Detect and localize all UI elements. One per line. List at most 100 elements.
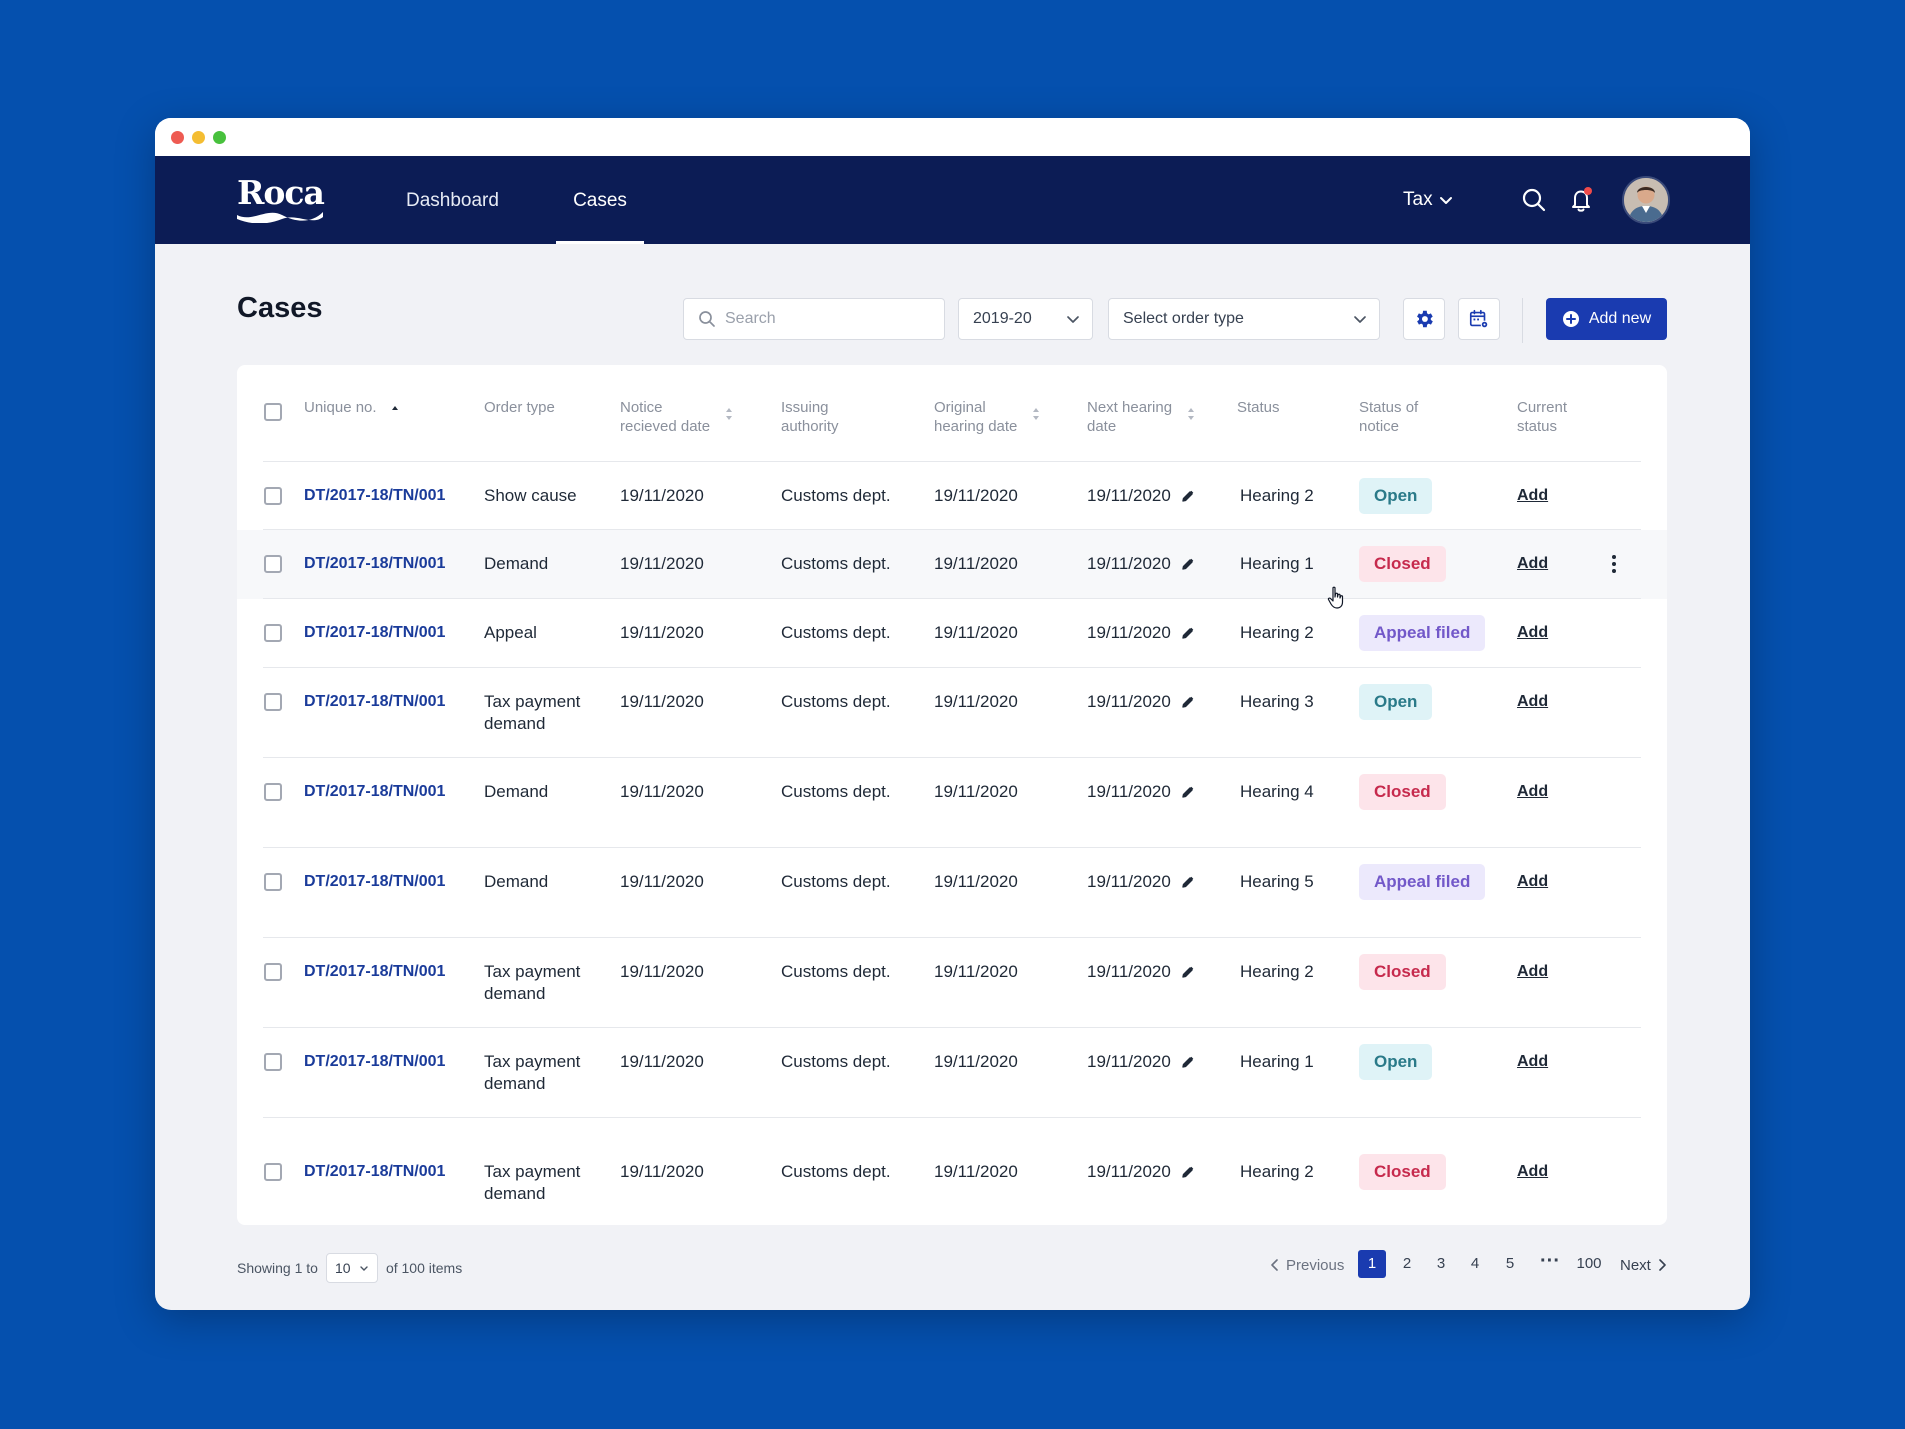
edit-icon[interactable] [1182,1166,1194,1178]
status-cell: Hearing 2 [1240,1162,1314,1181]
order-type-cell: Appeal [484,623,537,642]
row-checkbox[interactable] [264,487,282,505]
next-page-button[interactable]: Next [1620,1250,1667,1280]
edit-icon[interactable] [1182,966,1194,978]
page-100-button[interactable]: 100 [1576,1255,1602,1272]
table-row[interactable]: DT/2017-18/TN/001 Tax payment demand 19/… [237,938,1667,1028]
case-id-link[interactable]: DT/2017-18/TN/001 [304,624,446,641]
case-id-link[interactable]: DT/2017-18/TN/001 [304,1053,446,1070]
edit-icon[interactable] [1182,786,1194,798]
add-status-link[interactable]: Add [1517,624,1549,641]
edit-icon[interactable] [1182,1056,1194,1068]
next-date-value: 19/11/2020 [1087,623,1171,642]
edit-icon[interactable] [1182,558,1194,570]
calendar-settings-button[interactable] [1458,298,1500,340]
table-row[interactable]: DT/2017-18/TN/001 Appeal 19/11/2020 Cust… [237,599,1667,668]
add-status-link[interactable]: Add [1517,783,1549,800]
original-date-cell: 19/11/2020 [934,962,1018,981]
page-3-button[interactable]: 3 [1436,1255,1446,1272]
browser-window: Roca Dashboard Cases Tax [155,118,1750,1310]
roca-logo[interactable]: Roca [237,176,325,224]
search-input[interactable] [725,310,935,328]
row-checkbox[interactable] [264,1163,282,1181]
select-all-checkbox[interactable] [264,403,282,421]
notice-status-badge: Closed [1359,954,1446,990]
next-date-value: 19/11/2020 [1087,692,1171,711]
original-date-cell: 19/11/2020 [934,554,1018,573]
case-id-link[interactable]: DT/2017-18/TN/001 [304,783,446,800]
table-row[interactable]: DT/2017-18/TN/001 Demand 19/11/2020 Cust… [237,530,1667,599]
add-status-link[interactable]: Add [1517,1053,1549,1070]
row-checkbox[interactable] [264,1053,282,1071]
header-next-date[interactable]: Next hearing date [1087,399,1173,435]
module-label: Tax [1403,189,1433,210]
row-checkbox[interactable] [264,873,282,891]
case-id-link[interactable]: DT/2017-18/TN/001 [304,873,446,890]
next-date-cell: 19/11/2020 [1087,1051,1194,1073]
chevron-right-icon [1659,1259,1666,1271]
notice-date-cell: 19/11/2020 [620,962,704,981]
original-date-cell: 19/11/2020 [934,692,1018,711]
page-1-button[interactable]: 1 [1358,1250,1386,1278]
add-status-link[interactable]: Add [1517,693,1549,710]
page-5-button[interactable]: 5 [1505,1255,1515,1272]
case-id-link[interactable]: DT/2017-18/TN/001 [304,487,446,504]
sort-asc-icon [391,406,398,411]
add-new-button[interactable]: Add new [1546,298,1667,340]
close-window-button[interactable] [171,131,184,144]
more-options-icon[interactable] [1609,554,1619,574]
status-cell: Hearing 4 [1240,782,1314,801]
authority-cell: Customs dept. [781,1052,891,1071]
add-status-link[interactable]: Add [1517,963,1549,980]
per-page-select[interactable]: 10 [325,1253,378,1283]
edit-icon[interactable] [1182,696,1194,708]
row-checkbox[interactable] [264,555,282,573]
order-type-cell: Demand [484,782,549,801]
table-row[interactable]: DT/2017-18/TN/001 Show cause 19/11/2020 … [237,462,1667,530]
edit-icon[interactable] [1182,490,1194,502]
page-2-button[interactable]: 2 [1402,1255,1412,1272]
case-id-link[interactable]: DT/2017-18/TN/001 [304,693,446,710]
table-row[interactable]: DT/2017-18/TN/001 Tax payment demand 19/… [237,1028,1667,1118]
edit-icon[interactable] [1182,627,1194,639]
bell-icon[interactable] [1567,186,1595,214]
table-row[interactable]: DT/2017-18/TN/001 Demand 19/11/2020 Cust… [237,848,1667,938]
row-checkbox[interactable] [264,963,282,981]
year-select[interactable]: 2019-20 [958,298,1093,340]
sort-icon[interactable] [1187,407,1195,421]
edit-icon[interactable] [1182,876,1194,888]
nav-dashboard[interactable]: Dashboard [406,190,499,211]
minimize-window-button[interactable] [192,131,205,144]
table-row[interactable]: DT/2017-18/TN/001 Tax payment demand 19/… [237,668,1667,758]
case-id-link[interactable]: DT/2017-18/TN/001 [304,555,446,572]
case-id-link[interactable]: DT/2017-18/TN/001 [304,1163,446,1180]
header-unique-no[interactable]: Unique no. [304,398,399,417]
avatar[interactable] [1622,176,1670,224]
next-date-value: 19/11/2020 [1087,872,1171,891]
order-type-select[interactable]: Select order type [1108,298,1380,340]
case-id-link[interactable]: DT/2017-18/TN/001 [304,963,446,980]
row-checkbox[interactable] [264,693,282,711]
header-notice-date[interactable]: Notice recieved date [620,399,711,435]
settings-button[interactable] [1403,298,1445,340]
add-status-link[interactable]: Add [1517,1163,1549,1180]
next-label: Next [1620,1256,1651,1274]
sort-icon[interactable] [1032,407,1040,421]
search-icon[interactable] [1520,186,1548,214]
sort-icon[interactable] [725,407,733,421]
add-status-link[interactable]: Add [1517,555,1549,572]
table-row[interactable]: DT/2017-18/TN/001 Tax payment demand 19/… [237,1118,1667,1225]
module-dropdown[interactable]: Tax [1403,156,1453,244]
row-checkbox[interactable] [264,624,282,642]
search-box[interactable] [683,298,945,340]
maximize-window-button[interactable] [213,131,226,144]
add-status-link[interactable]: Add [1517,487,1549,504]
nav-cases[interactable]: Cases [556,156,644,244]
original-date-cell: 19/11/2020 [934,872,1018,891]
row-checkbox[interactable] [264,783,282,801]
page-4-button[interactable]: 4 [1470,1255,1480,1272]
add-status-link[interactable]: Add [1517,873,1549,890]
header-original-date[interactable]: Original hearing date [934,399,1018,435]
table-row[interactable]: DT/2017-18/TN/001 Demand 19/11/2020 Cust… [237,758,1667,848]
previous-page-button[interactable]: Previous [1270,1250,1344,1280]
